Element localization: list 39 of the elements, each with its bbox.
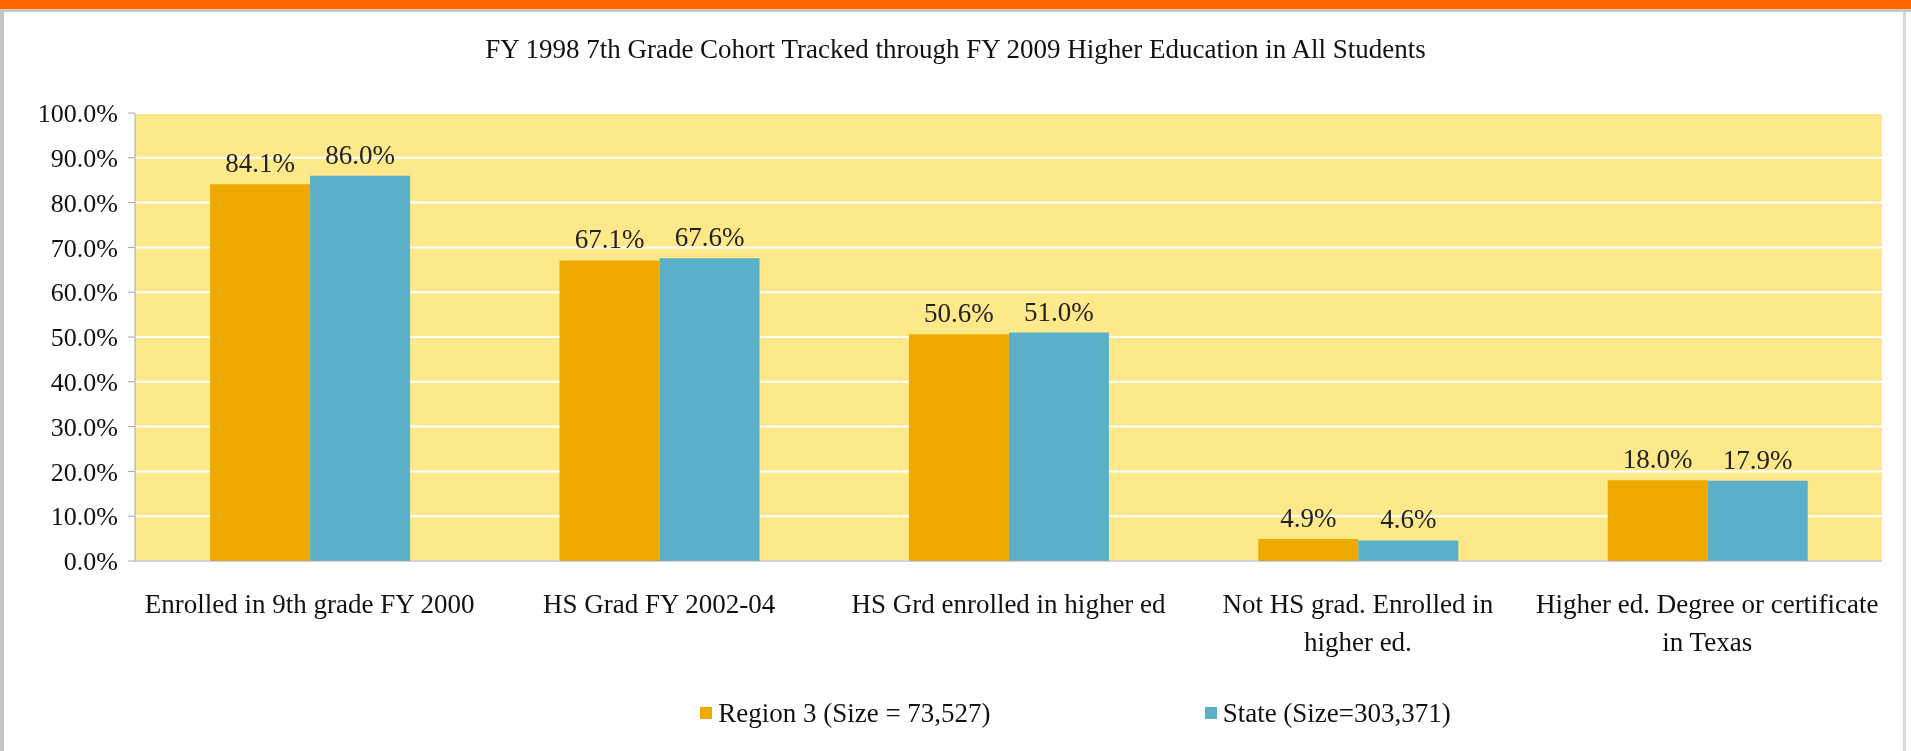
y-tick-label: 70.0% [50, 233, 118, 263]
bar [1607, 480, 1708, 561]
x-tick-label: Not HS grad. Enrolled in higher ed. [1222, 589, 1494, 657]
y-tick-label: 10.0% [50, 502, 118, 532]
bar [210, 184, 311, 561]
legend-label: State (Size=303,371) [1222, 697, 1451, 729]
bar [908, 334, 1009, 561]
data-label: 17.9% [1722, 444, 1793, 475]
data-label: 18.0% [1622, 444, 1693, 475]
data-label: 84.1% [225, 148, 295, 179]
x-tick-label: HS Grad FY 2002-04 [542, 589, 776, 619]
y-tick-label: 50.0% [50, 323, 118, 353]
bar [659, 258, 760, 561]
y-tick-label: 40.0% [50, 368, 118, 398]
data-label: 50.6% [924, 298, 994, 329]
data-label: 51.0% [1024, 296, 1094, 327]
bar [310, 175, 411, 561]
y-tick-label: 60.0% [50, 278, 118, 308]
x-tick-label: Higher ed. Degree or certificate in Texas [1536, 589, 1879, 657]
legend-label: Region 3 (Size = 73,527) [718, 697, 991, 729]
data-label: 4.6% [1380, 504, 1437, 535]
bar [1707, 480, 1808, 561]
bar [1008, 332, 1109, 561]
data-label: 4.9% [1280, 503, 1337, 534]
data-label: 86.0% [325, 139, 395, 170]
data-label: 67.1% [574, 224, 645, 255]
y-tick-label: 100.0% [37, 99, 118, 129]
y-tick-label: 0.0% [63, 547, 118, 577]
data-label: 67.6% [674, 222, 745, 253]
bar [1258, 539, 1359, 561]
bar [559, 260, 660, 561]
y-tick-label: 80.0% [50, 188, 118, 218]
y-tick-label: 90.0% [50, 144, 118, 174]
x-tick-label: Enrolled in 9th grade FY 2000 [144, 589, 475, 619]
y-tick-label: 30.0% [50, 412, 118, 442]
chart-title: FY 1998 7th Grade Cohort Tracked through FY 2009 Higher Education in All Students [484, 33, 1427, 66]
x-tick-label: HS Grd enrolled in higher ed [851, 589, 1167, 619]
y-tick-label: 20.0% [50, 457, 118, 487]
bar [1358, 540, 1459, 561]
